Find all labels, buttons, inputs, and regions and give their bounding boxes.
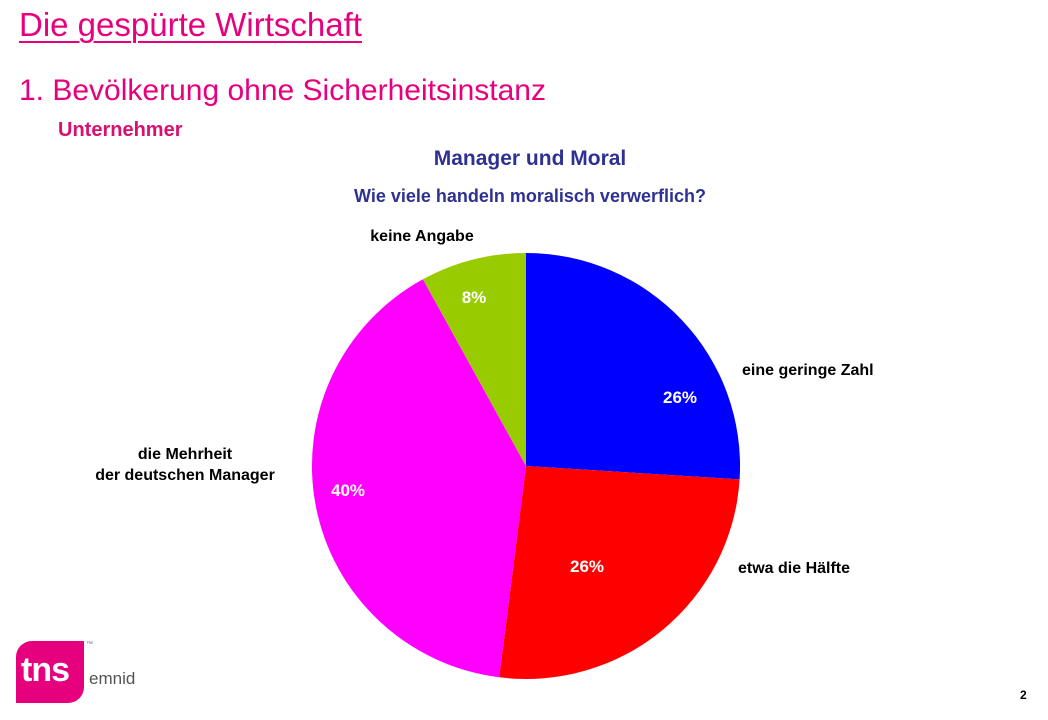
slide-subtitle: 1. Bevölkerung ohne Sicherheitsinstanz <box>19 74 546 107</box>
slice-category-label: eine geringe Zahl <box>742 362 874 379</box>
slice-category-label: die Mehrheit der deutschen Manager <box>95 446 275 484</box>
logo-trademark: ™ <box>86 641 93 648</box>
tns-emnid-logo: tns ™ emnid <box>16 641 146 703</box>
pie-slice <box>422 252 526 466</box>
chart-subtitle: Wie viele handeln moralisch verwerflich? <box>354 186 706 206</box>
pie-slice <box>311 279 526 678</box>
slice-value-label: 26% <box>663 388 697 407</box>
section-label: Unternehmer <box>58 119 183 141</box>
slice-category-label: keine Angabe <box>370 228 474 245</box>
slide-title: Die gespürte Wirtschaft <box>19 6 362 43</box>
page-number: 2 <box>1020 688 1027 702</box>
slice-category-label: etwa die Hälfte <box>738 560 850 577</box>
slice-value-label: 26% <box>570 557 604 576</box>
chart-title: Manager und Moral <box>433 147 627 170</box>
pie-slice <box>499 466 740 679</box>
slice-value-label: 40% <box>331 481 365 500</box>
logo-box: tns <box>16 641 84 703</box>
pie-slice <box>526 253 741 480</box>
logo-sub-text: emnid <box>89 669 136 688</box>
logo-main-text: tns <box>21 651 70 689</box>
slice-value-label: 8% <box>462 288 487 307</box>
